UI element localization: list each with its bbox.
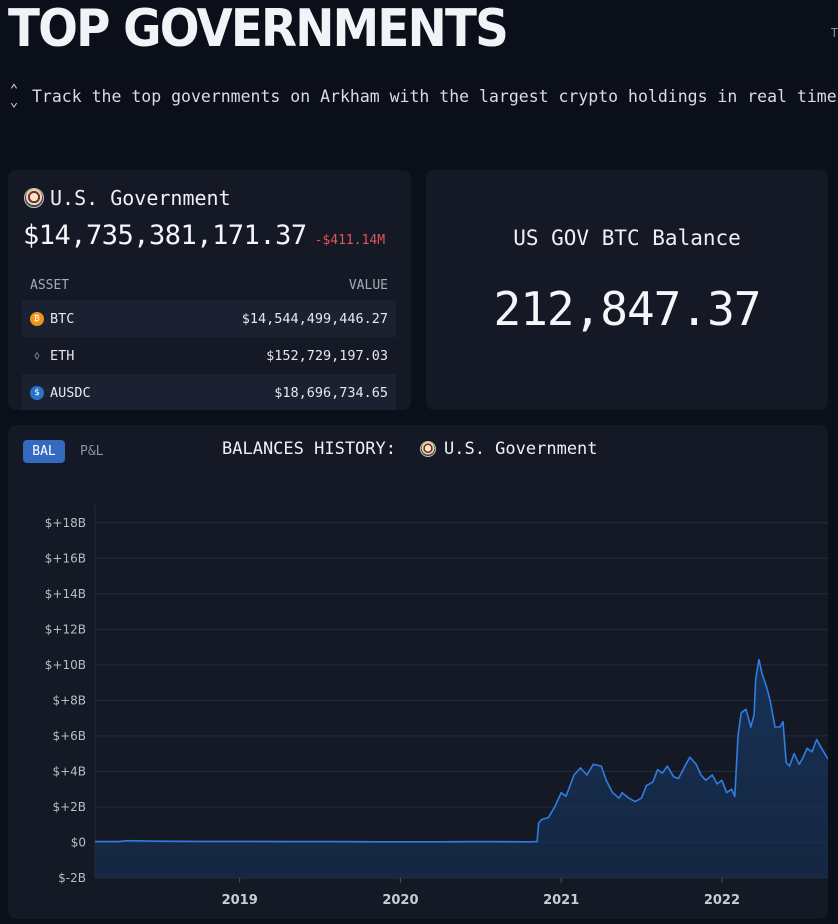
tab-pnl[interactable]: P&L xyxy=(80,444,104,459)
asset-cell: $ AUSDC xyxy=(30,385,91,401)
sort-chevrons-icon[interactable]: ⌃ ⌄ xyxy=(9,82,19,110)
btc-balance-label: US GOV BTC Balance xyxy=(513,226,741,250)
asset-cell: ⬨ ETH xyxy=(30,348,74,364)
y-tick-label: $+18B xyxy=(45,516,86,530)
y-tick-label: $+14B xyxy=(45,587,86,601)
asset-table: ASSET VALUE ₿ BTC $14,544,499,446.27 ⬨ E… xyxy=(22,270,396,410)
balance-area-fill xyxy=(95,659,828,878)
x-tick-label: 2019 xyxy=(222,893,258,908)
y-tick-label: $+4B xyxy=(52,764,86,778)
government-name[interactable]: U.S. Government xyxy=(50,186,231,210)
btc-icon: ₿ xyxy=(30,311,44,326)
balances-history-chart: $+18B $+16B $+14B $+12B $+10B $+8B $+6B $+4B $+2… xyxy=(45,505,828,908)
us-seal-icon xyxy=(24,188,44,208)
asset-cell: ₿ BTC xyxy=(30,311,74,327)
asset-value: $18,696,734.65 xyxy=(274,384,388,401)
x-tick-label: 2020 xyxy=(382,893,418,908)
tab-bal[interactable]: BAL xyxy=(23,440,65,463)
asset-value: $152,729,197.03 xyxy=(266,347,388,364)
table-row[interactable]: ₿ BTC $14,544,499,446.27 xyxy=(22,300,396,337)
y-tick-label: $+10B xyxy=(45,658,86,672)
eth-icon: ⬨ xyxy=(34,348,40,362)
y-tick-label: $+6B xyxy=(52,729,86,743)
y-tick-label: $+8B xyxy=(52,693,86,707)
chart-title-row: BALANCES HISTORY: U.S. Government xyxy=(222,439,598,459)
y-tick-label: $+2B xyxy=(52,800,86,814)
x-tick-label: 2021 xyxy=(543,893,579,908)
balance-series-line xyxy=(95,658,828,843)
page-title: TOP GOVERNMENTS xyxy=(8,0,509,59)
y-tick-label: $-2B xyxy=(58,871,86,885)
btc-balance-card: US GOV BTC Balance 212,847.37 xyxy=(426,170,828,410)
chart-entity-name[interactable]: U.S. Government xyxy=(444,439,598,459)
usdc-icon: $ xyxy=(30,385,44,400)
y-tick-label: $+12B xyxy=(45,622,86,636)
y-tick-label: $0 xyxy=(71,835,86,849)
asset-table-header: ASSET VALUE xyxy=(22,270,396,300)
government-change-badge: -$411.14M xyxy=(314,233,386,248)
government-total-value: $14,735,381,171.37 xyxy=(23,220,307,251)
government-header[interactable]: U.S. Government xyxy=(24,186,231,210)
edge-mark: T xyxy=(830,26,838,40)
y-tick-label: $+16B xyxy=(45,551,86,565)
asset-column-header[interactable]: ASSET xyxy=(30,277,70,293)
subtitle-row: ⌃ ⌄ Track the top governments on Arkham w… xyxy=(8,82,837,110)
government-total-row: $14,735,381,171.37 -$411.14M xyxy=(23,220,385,251)
asset-symbol: BTC xyxy=(50,310,75,327)
btc-balance-value: 212,847.37 xyxy=(493,282,762,336)
balances-history-card: $+18B $+16B $+14B $+12B $+10B $+8B $+6B $+4B $+2… xyxy=(8,425,828,919)
us-seal-icon xyxy=(420,441,436,457)
chart-title: BALANCES HISTORY: xyxy=(222,439,396,459)
value-column-header[interactable]: VALUE xyxy=(348,277,388,293)
asset-symbol: AUSDC xyxy=(50,384,91,401)
x-tick-label: 2022 xyxy=(704,893,740,908)
government-summary-card: U.S. Government $14,735,381,171.37 -$411… xyxy=(8,170,411,410)
table-row[interactable]: ⬨ ETH $152,729,197.03 xyxy=(22,337,396,374)
page-subtitle: Track the top governments on Arkham with… xyxy=(32,86,837,106)
asset-value: $14,544,499,446.27 xyxy=(241,310,388,327)
table-row[interactable]: $ AUSDC $18,696,734.65 xyxy=(22,374,396,410)
asset-symbol: ETH xyxy=(50,347,75,364)
